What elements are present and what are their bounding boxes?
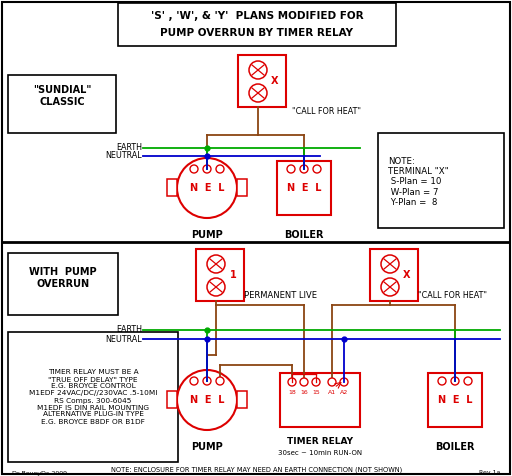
Text: Rev 1a: Rev 1a xyxy=(479,470,500,476)
Circle shape xyxy=(451,377,459,385)
Circle shape xyxy=(287,165,295,173)
Circle shape xyxy=(190,165,198,173)
Bar xyxy=(378,133,504,228)
Bar xyxy=(8,332,178,462)
Circle shape xyxy=(328,378,336,386)
Text: PERMANENT LIVE: PERMANENT LIVE xyxy=(244,290,316,299)
Text: EARTH: EARTH xyxy=(116,143,142,152)
Circle shape xyxy=(381,255,399,273)
Circle shape xyxy=(340,378,348,386)
Text: NEUTRAL: NEUTRAL xyxy=(105,335,142,344)
Text: "SUNDIAL"
CLASSIC: "SUNDIAL" CLASSIC xyxy=(33,85,91,107)
Circle shape xyxy=(313,165,321,173)
Text: NEUTRAL: NEUTRAL xyxy=(105,151,142,160)
Text: WITH  PUMP
OVERRUN: WITH PUMP OVERRUN xyxy=(29,267,97,289)
Circle shape xyxy=(300,165,308,173)
Text: N  E  L: N E L xyxy=(190,395,224,405)
Bar xyxy=(167,391,177,408)
Bar xyxy=(237,391,247,408)
Bar xyxy=(370,249,418,301)
Bar xyxy=(8,253,118,315)
Bar xyxy=(238,55,286,107)
Text: 1: 1 xyxy=(229,270,237,280)
Bar xyxy=(280,373,360,427)
Circle shape xyxy=(288,378,296,386)
Circle shape xyxy=(190,377,198,385)
Text: PUMP OVERRUN BY TIMER RELAY: PUMP OVERRUN BY TIMER RELAY xyxy=(160,28,353,38)
Circle shape xyxy=(216,377,224,385)
Text: 30sec ~ 10min RUN-ON: 30sec ~ 10min RUN-ON xyxy=(278,450,362,456)
Circle shape xyxy=(177,158,237,218)
Text: TIMER RELAY: TIMER RELAY xyxy=(287,437,353,446)
Circle shape xyxy=(216,165,224,173)
Bar xyxy=(167,179,177,196)
Bar xyxy=(428,373,482,427)
Text: "CALL FOR HEAT": "CALL FOR HEAT" xyxy=(418,290,487,299)
Text: N  E  L: N E L xyxy=(438,395,472,405)
Text: PUMP: PUMP xyxy=(191,442,223,452)
Text: A1: A1 xyxy=(328,389,336,395)
Circle shape xyxy=(203,377,211,385)
Text: 'S' , 'W', & 'Y'  PLANS MODIFIED FOR: 'S' , 'W', & 'Y' PLANS MODIFIED FOR xyxy=(151,11,364,21)
Text: PUMP: PUMP xyxy=(191,230,223,240)
Text: 18: 18 xyxy=(288,389,296,395)
Text: BOILER: BOILER xyxy=(435,442,475,452)
Circle shape xyxy=(464,377,472,385)
Text: NOTE:
TERMINAL "X"
 S-Plan = 10
 W-Plan = 7
 Y-Plan =  8: NOTE: TERMINAL "X" S-Plan = 10 W-Plan = … xyxy=(388,157,449,208)
Text: TIMER RELAY MUST BE A
"TRUE OFF DELAY" TYPE
E.G. BROYCE CONTROL
M1EDF 24VAC/DC//: TIMER RELAY MUST BE A "TRUE OFF DELAY" T… xyxy=(29,369,157,425)
Text: Dr BeveyDc 2009: Dr BeveyDc 2009 xyxy=(12,470,67,476)
Bar xyxy=(8,75,116,133)
Circle shape xyxy=(207,255,225,273)
Bar xyxy=(237,179,247,196)
Text: N  E  L: N E L xyxy=(190,183,224,193)
Circle shape xyxy=(249,84,267,102)
Circle shape xyxy=(177,370,237,430)
Text: X: X xyxy=(271,76,279,86)
Text: EARTH: EARTH xyxy=(116,326,142,335)
Circle shape xyxy=(438,377,446,385)
Text: A2: A2 xyxy=(340,389,348,395)
Circle shape xyxy=(312,378,320,386)
Text: "CALL FOR HEAT": "CALL FOR HEAT" xyxy=(292,108,361,117)
Bar xyxy=(277,161,331,215)
Circle shape xyxy=(207,278,225,296)
Text: 16: 16 xyxy=(300,389,308,395)
Circle shape xyxy=(203,165,211,173)
Text: NOTE: ENCLOSURE FOR TIMER RELAY MAY NEED AN EARTH CONNECTION (NOT SHOWN): NOTE: ENCLOSURE FOR TIMER RELAY MAY NEED… xyxy=(112,467,402,473)
Bar xyxy=(118,3,396,46)
Circle shape xyxy=(249,61,267,79)
Text: 15: 15 xyxy=(312,389,320,395)
Circle shape xyxy=(300,378,308,386)
Text: X: X xyxy=(403,270,411,280)
Bar xyxy=(196,249,244,301)
Text: N  E  L: N E L xyxy=(287,183,321,193)
Circle shape xyxy=(381,278,399,296)
Text: BOILER: BOILER xyxy=(284,230,324,240)
